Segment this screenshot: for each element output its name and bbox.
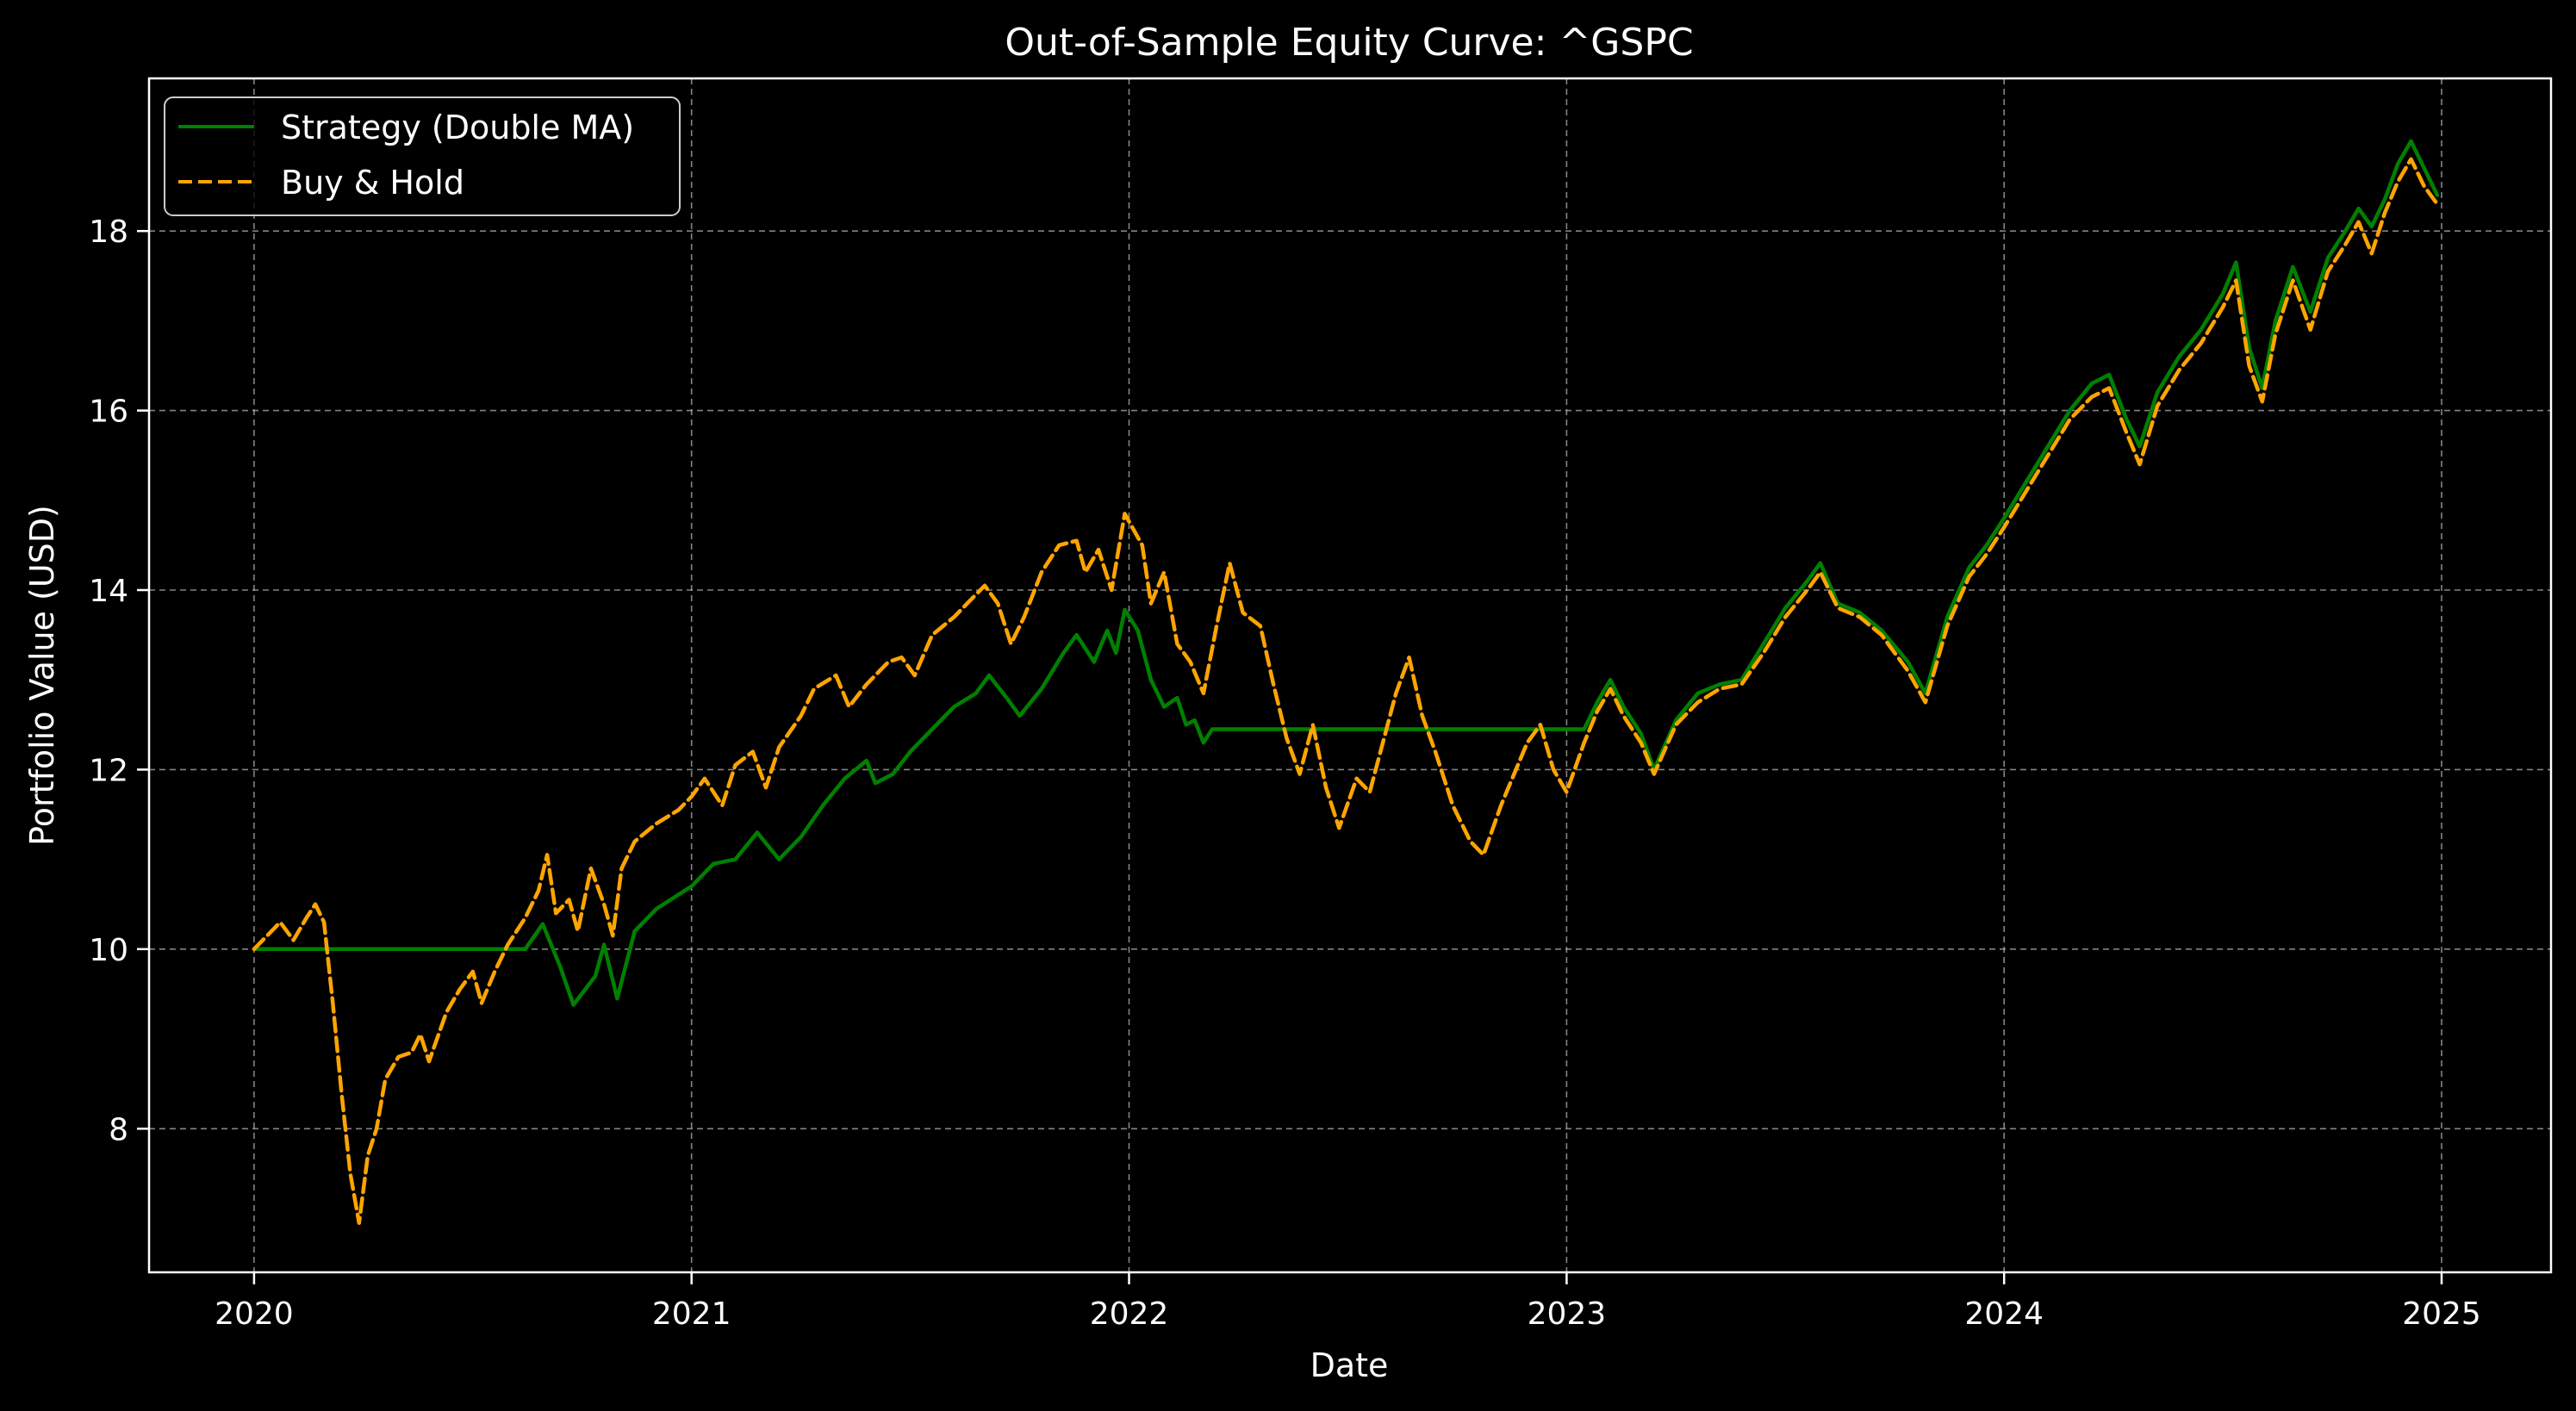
legend-label-buy-hold: Buy & Hold xyxy=(281,164,464,202)
y-tick-label-12: 12 xyxy=(89,753,128,788)
plot-series xyxy=(252,139,2440,1225)
strategy-line xyxy=(252,139,2440,1007)
x-tick-label-2021: 2021 xyxy=(652,1296,731,1332)
legend-label-strategy: Strategy (Double MA) xyxy=(281,109,634,146)
y-tick-label-10: 10 xyxy=(89,933,128,968)
legend: Strategy (Double MA) Buy & Hold xyxy=(164,96,681,216)
y-tick-label-16: 16 xyxy=(89,395,128,430)
legend-box xyxy=(164,96,681,216)
y-tick-label-8: 8 xyxy=(109,1112,128,1147)
grid-lines xyxy=(149,78,2551,1272)
y-tick-label-18: 18 xyxy=(89,214,128,250)
buy-hold-line xyxy=(252,157,2440,1225)
x-axis-label: Date xyxy=(1310,1346,1389,1384)
chart-title: Out-of-Sample Equity Curve: ^GSPC xyxy=(1005,21,1693,65)
plot-frame xyxy=(147,77,2553,1274)
x-tick-label-2025: 2025 xyxy=(2402,1296,2481,1332)
y-axis-ticks: 8 10 12 14 16 18 xyxy=(89,214,149,1147)
x-axis-ticks: 2020 2021 2022 2023 2024 2025 xyxy=(215,1272,2481,1332)
x-tick-label-2020: 2020 xyxy=(215,1296,294,1332)
x-tick-label-2023: 2023 xyxy=(1528,1296,1607,1332)
y-tick-label-14: 14 xyxy=(89,574,128,609)
x-tick-label-2024: 2024 xyxy=(1964,1296,2044,1332)
x-tick-label-2022: 2022 xyxy=(1090,1296,1169,1332)
y-axis-label: Portfolio Value (USD) xyxy=(23,505,61,846)
